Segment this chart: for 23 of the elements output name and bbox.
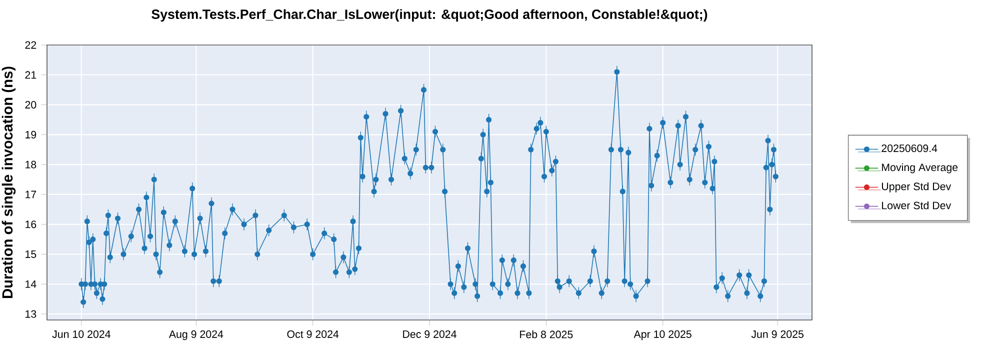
chart-title: System.Tests.Perf_Char.Char_IsLower(input: &quot;Good afternoon, Constable!&quot;) (152, 9, 708, 22)
y-axis-title: Duration of single invocation (ns) (2, 66, 16, 298)
y-tick-label: 16 (26, 220, 36, 228)
legend-label: Upper Std Dev (882, 182, 952, 192)
x-tick-label: Jun 10 2024 (52, 330, 110, 338)
legend-label: Lower Std Dev (882, 201, 952, 210)
legend-label: Moving Average (882, 163, 958, 174)
y-tick-label: 18 (26, 160, 36, 168)
y-tick-label: 22 (25, 41, 36, 49)
y-tick-label: 19 (26, 130, 36, 138)
x-tick-label: Aug 9 2024 (168, 330, 224, 340)
y-tick-label: 21 (25, 71, 36, 79)
x-tick-label: Dec 9 2024 (403, 330, 456, 338)
x-tick-label: Apr 10 2025 (634, 330, 692, 340)
y-tick-label: 20 (25, 101, 36, 109)
y-tick-label: 17 (26, 190, 36, 198)
x-tick-label: Feb 8 2025 (520, 330, 573, 338)
y-tick-label: 15 (26, 250, 36, 258)
y-tick-label: 14 (26, 280, 36, 288)
x-tick-label: Jun 9 2025 (751, 330, 804, 338)
legend-label: 20250609.4 (882, 144, 938, 152)
y-tick-label: 13 (26, 310, 36, 318)
x-tick-label: Oct 9 2024 (287, 330, 339, 338)
